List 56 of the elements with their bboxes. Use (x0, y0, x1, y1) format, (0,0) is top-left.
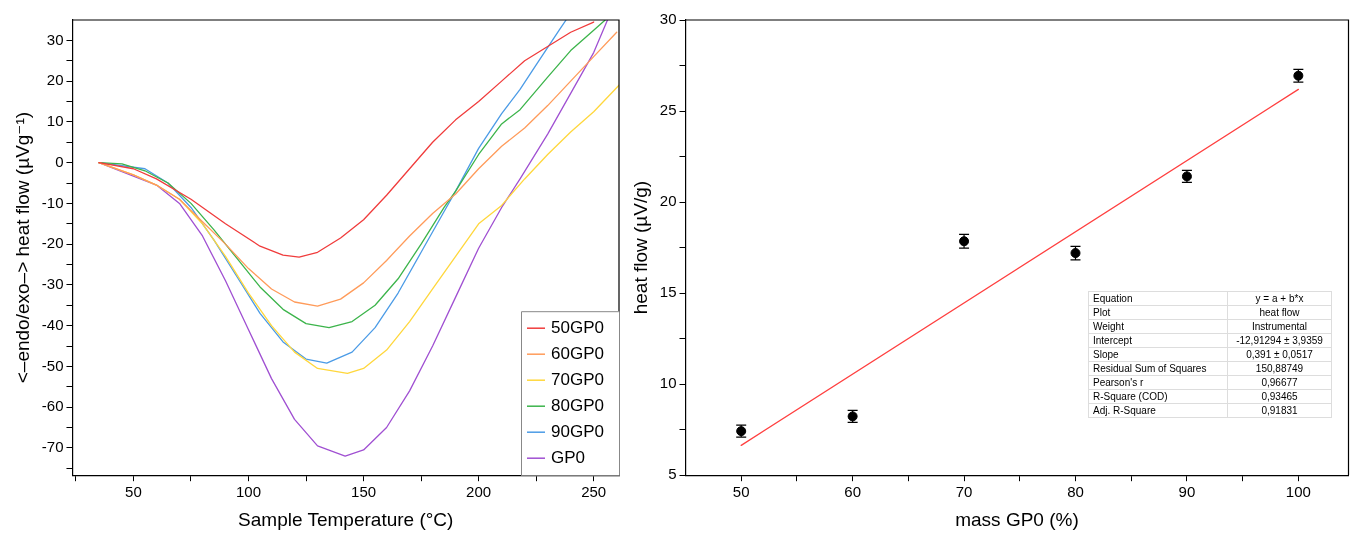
x-tick-label: 80 (1067, 483, 1084, 501)
legend-label: 60GP0 (551, 343, 604, 363)
annotation: Instrumental (1227, 319, 1332, 334)
y-tick-label: 25 (659, 101, 677, 119)
y-tick-label: 20 (659, 192, 677, 210)
annotation: 0,391 ± 0,0517 (1227, 347, 1332, 362)
y-tick-label: 30 (46, 30, 64, 48)
annotation: -12,91294 ± 3,9359 (1227, 333, 1332, 348)
x-axis-title: mass GP0 (%) (955, 508, 1079, 530)
y-axis-title: heat flow (µV/g) (629, 180, 651, 315)
y-tick-label: 15 (659, 283, 677, 301)
annotation: 0,93465 (1227, 389, 1332, 404)
annotation: R-Square (COD) (1088, 389, 1228, 404)
legend-label: 70GP0 (551, 369, 604, 389)
annotation: y = a + b*x (1227, 291, 1332, 306)
annotation: Pearson's r (1088, 375, 1228, 390)
x-tick-label: 90 (1178, 483, 1196, 501)
y-tick-label: -70 (41, 438, 64, 456)
x-tick-label: 50 (125, 483, 142, 501)
x-tick-label: 100 (236, 483, 262, 501)
y-tick-label: 10 (46, 112, 64, 130)
annotation: heat flow (1227, 305, 1332, 320)
annotation: Plot (1088, 305, 1228, 320)
x-tick-label: 150 (351, 483, 377, 501)
x-axis-title: Sample Temperature (°C) (238, 508, 454, 530)
x-tick-label: 200 (466, 483, 492, 501)
annotation: Adj. R-Square (1088, 403, 1228, 418)
legend-label: 50GP0 (551, 317, 604, 337)
annotation: 0,91831 (1227, 403, 1332, 418)
x-tick-label: 100 (1285, 483, 1311, 501)
legend-label: 80GP0 (551, 395, 604, 415)
y-tick-label: -20 (41, 234, 64, 252)
annotation: Intercept (1088, 333, 1228, 348)
x-tick-label: 50 (732, 483, 750, 501)
y-tick-label: -10 (41, 193, 64, 211)
x-tick-label: 60 (844, 483, 861, 501)
y-tick-label: 0 (55, 152, 64, 170)
x-tick-label: 70 (955, 483, 973, 501)
x-tick-label: 250 (581, 483, 607, 501)
y-tick-label: 5 (668, 465, 677, 483)
y-axis-title: <–endo/exo–> heat flow (µVg⁻¹) (11, 111, 33, 384)
y-tick-label: -60 (41, 397, 64, 415)
y-tick-label: -50 (41, 356, 64, 374)
y-tick-label: 30 (659, 10, 677, 28)
y-tick-label: 20 (46, 71, 64, 89)
y-tick-label: -30 (41, 275, 64, 293)
annotation: Equation (1088, 291, 1228, 306)
annotation: Slope (1088, 347, 1228, 362)
legend-label: 90GP0 (551, 421, 604, 441)
annotation: 150,88749 (1227, 361, 1332, 376)
annotation: Residual Sum of Squares (1088, 361, 1228, 376)
y-tick-label: 10 (659, 374, 677, 392)
annotation: 0,96677 (1227, 375, 1332, 390)
annotation: Weight (1088, 319, 1228, 334)
y-tick-label: -40 (41, 315, 64, 333)
legend-label: GP0 (551, 447, 586, 467)
